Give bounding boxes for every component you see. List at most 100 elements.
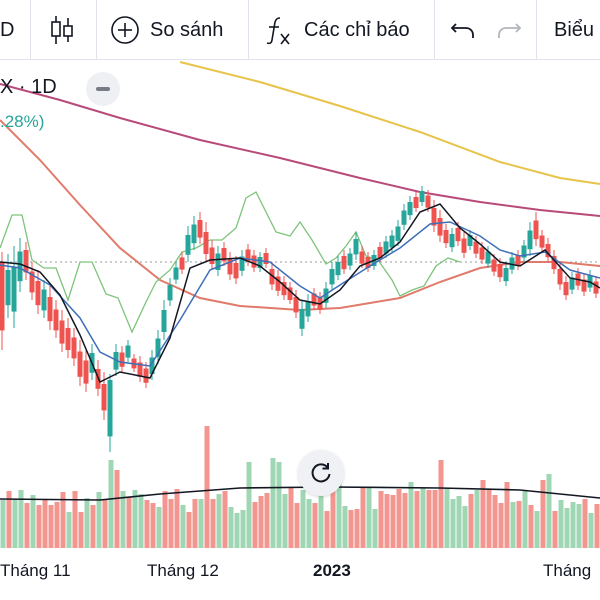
candle-body [155, 338, 161, 358]
volume-bar [594, 504, 600, 548]
volume-bar [36, 505, 42, 548]
candle-body [35, 281, 41, 306]
candle-body [185, 235, 191, 255]
price-chart[interactable] [0, 61, 600, 600]
candlesticks [0, 186, 599, 452]
time-axis-label: Tháng 11 [0, 561, 71, 580]
chart-type-button[interactable] [48, 0, 88, 60]
volume-bar [444, 488, 450, 548]
volume-bar [528, 505, 534, 548]
volume-bar [300, 490, 306, 548]
volume-bar [24, 503, 30, 548]
candle-body [227, 259, 233, 275]
volume-bars [0, 426, 600, 548]
candle-body [143, 368, 149, 383]
chart-canvas[interactable] [0, 61, 600, 600]
interval-button[interactable]: D [0, 0, 24, 60]
candle-body [305, 301, 311, 317]
volume-bar [138, 494, 144, 548]
candle-body [53, 309, 59, 331]
volume-bar [396, 489, 402, 548]
candle-body [287, 287, 293, 300]
candle-body [455, 228, 461, 242]
volume-bar [264, 493, 270, 548]
candle-body [197, 220, 203, 238]
candle-body [167, 285, 173, 301]
undo-icon [450, 19, 476, 41]
candle-body [5, 270, 11, 306]
volume-bar [390, 495, 396, 548]
candle-body [551, 256, 557, 270]
volume-bar [30, 495, 36, 548]
interval-label: D [0, 18, 15, 41]
candle-body [29, 271, 35, 293]
volume-bar [0, 500, 6, 548]
volume-bar [354, 509, 360, 548]
candle-body [77, 351, 83, 377]
green-indicator-line [0, 191, 461, 334]
candle-body [281, 282, 287, 296]
candle-body [59, 320, 65, 344]
volume-bar [240, 510, 246, 548]
volume-bar [114, 470, 120, 548]
volume-bar [558, 500, 564, 548]
volume-bar [54, 502, 60, 548]
volume-bar [276, 462, 282, 548]
candle-body [569, 277, 575, 290]
volume-bar [288, 488, 294, 548]
legend-collapse-button[interactable] [86, 72, 120, 106]
ma-fast-line [0, 203, 600, 384]
candle-body [527, 230, 533, 250]
chart-menu-button[interactable]: Biểu [554, 0, 600, 60]
symbol-legend[interactable]: X · 1D [0, 76, 57, 98]
undo-button[interactable] [450, 0, 478, 60]
candle-body [413, 197, 419, 208]
toolbar-divider [248, 0, 249, 60]
toolbar-divider [30, 0, 31, 60]
volume-bar [570, 502, 576, 548]
time-axis-label: Tháng 12 [147, 561, 219, 580]
candle-body [203, 232, 209, 254]
volume-bar [420, 488, 426, 548]
candle-body [173, 267, 179, 280]
reset-chart-button[interactable] [298, 450, 344, 496]
candle-body [431, 208, 437, 226]
candle-body [389, 235, 395, 248]
volume-bar [186, 512, 192, 548]
candle-body [485, 251, 491, 264]
candle-body [275, 276, 281, 291]
volume-bar [306, 499, 312, 548]
candle-body [425, 195, 431, 208]
candle-body [221, 248, 227, 262]
volume-bar [66, 512, 72, 548]
candle-body [47, 297, 53, 322]
volume-bar [522, 491, 528, 548]
volume-bar [174, 489, 180, 548]
candle-body [521, 245, 527, 258]
compare-button[interactable]: So sánh [110, 0, 238, 60]
redo-button[interactable] [496, 0, 524, 60]
volume-bar [582, 499, 588, 548]
volume-bar [378, 491, 384, 548]
candle-body [563, 282, 569, 296]
candle-body [443, 230, 449, 244]
volume-bar [156, 507, 162, 548]
volume-bar [588, 513, 594, 548]
candle-body [0, 262, 5, 331]
candle-body [299, 309, 305, 329]
volume-bar [162, 491, 168, 548]
volume-bar [234, 513, 240, 548]
minus-icon [96, 87, 110, 91]
indicators-button[interactable]: Các chỉ báo [264, 0, 426, 60]
volume-bar [330, 488, 336, 548]
time-axis-label: Tháng [543, 561, 592, 580]
candle-body [377, 247, 383, 258]
candle-body [497, 264, 503, 278]
volume-bar [318, 491, 324, 548]
candle-body [137, 362, 143, 377]
candle-body [533, 220, 539, 240]
volume-bar [342, 506, 348, 548]
candle-body [515, 255, 521, 266]
candle-body [323, 288, 329, 303]
candle-body [41, 289, 47, 311]
